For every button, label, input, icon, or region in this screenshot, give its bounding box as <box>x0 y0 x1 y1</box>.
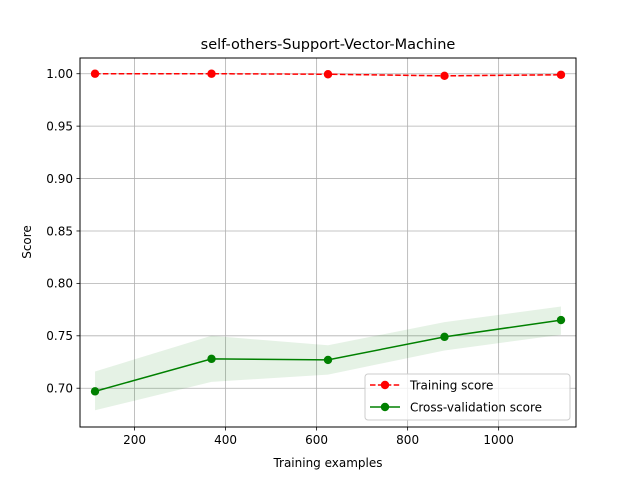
y-tick-label: 0.70 <box>46 382 73 396</box>
training-score-point <box>207 69 216 78</box>
axis-ticks: 200 400 600 800 1000 0.70 0.75 0.80 0.85 0.90 0.95… <box>46 67 514 447</box>
legend-training-marker <box>380 380 390 390</box>
x-tick-label: 200 <box>123 433 146 447</box>
x-axis-label: Training examples <box>272 456 382 470</box>
training-score-point <box>440 71 449 81</box>
grid-lines <box>80 58 576 427</box>
y-tick-label: 0.80 <box>46 277 73 291</box>
x-tick-label: 1000 <box>483 433 514 447</box>
legend-cv-label: Cross-validation score <box>410 401 542 415</box>
series-points <box>90 69 566 396</box>
training-score-point <box>90 69 100 78</box>
y-tick-label: 0.75 <box>46 329 73 343</box>
y-tick-label: 0.90 <box>46 172 73 186</box>
cv-score-point <box>440 332 449 342</box>
y-axis-label: Score <box>20 225 34 259</box>
chart-title: self-others-Support-Vector-Machine <box>201 37 456 53</box>
cv-score-point <box>90 387 100 396</box>
y-tick-label: 0.85 <box>46 224 73 238</box>
legend: Training score Cross-validation score <box>364 373 571 421</box>
legend-training-label: Training score <box>409 379 493 393</box>
x-tick-label: 400 <box>214 433 237 447</box>
y-tick-label: 0.95 <box>46 119 73 133</box>
training-score-point <box>556 70 566 79</box>
cv-score-point <box>207 354 216 364</box>
x-tick-label: 600 <box>305 433 328 447</box>
y-tick-label: 1.00 <box>46 67 73 81</box>
training-score-point <box>323 70 333 79</box>
cv-score-point <box>323 355 333 365</box>
cv-score-point <box>556 315 566 325</box>
legend-cv-marker <box>380 402 390 412</box>
plot-frame <box>79 57 577 428</box>
x-tick-label: 800 <box>396 433 419 447</box>
legend-box <box>364 373 571 421</box>
